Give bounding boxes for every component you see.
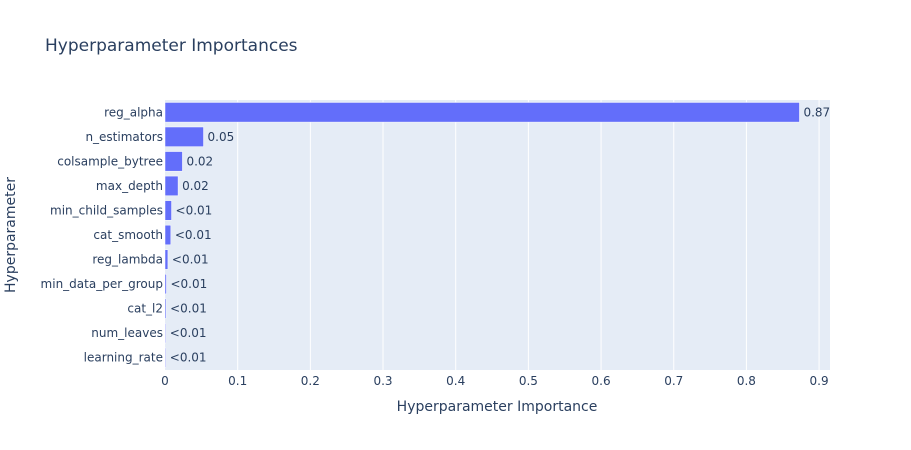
- bar-value-label: 0.02: [182, 179, 209, 193]
- x-tick-label: 0.6: [592, 374, 611, 388]
- bar-value-label: 0.05: [208, 130, 235, 144]
- bar-labels: 0.87 0.05 0.02 0.02 <0.01 <0.01 <0.01 <0.01 <0.0…: [170, 105, 830, 364]
- y-tick-label: reg_alpha: [104, 105, 163, 119]
- bar-max-depth: [164, 175, 179, 196]
- y-tick-label: reg_lambda: [92, 253, 163, 267]
- bar-value-label: <0.01: [172, 253, 209, 267]
- chart-title: Hyperparameter Importances: [45, 36, 298, 56]
- y-tick-label: cat_smooth: [93, 228, 163, 242]
- y-tick-label: max_depth: [96, 179, 163, 193]
- bar-value-label: 0.02: [186, 154, 213, 168]
- bar-reg-lambda: [164, 249, 169, 270]
- bar-reg-alpha: [164, 102, 800, 123]
- y-tick-label: learning_rate: [84, 351, 163, 365]
- x-tick-label: 0.8: [737, 374, 756, 388]
- y-axis-ticks: reg_alpha n_estimators colsample_bytreemax…: [41, 105, 163, 364]
- bar-value-label: <0.01: [170, 326, 207, 340]
- bar-value-label: <0.01: [175, 228, 212, 242]
- x-tick-label: 0.4: [446, 374, 465, 388]
- bars: [164, 102, 800, 368]
- x-tick-label: 0: [161, 374, 169, 388]
- bar-cat-smooth: [164, 224, 172, 246]
- bar-colsample-bytree: [164, 151, 183, 172]
- x-tick-label: 0.3: [373, 374, 392, 388]
- bar-value-label: <0.01: [170, 277, 207, 291]
- x-axis-title: Hyperparameter Importance: [397, 399, 598, 415]
- y-tick-label: n_estimators: [85, 130, 163, 144]
- y-tick-label: cat_l2: [127, 302, 163, 316]
- bar-min-child-samples: [164, 200, 172, 221]
- bar-num-leaves: [164, 323, 167, 344]
- bar-n-estimators: [164, 126, 204, 147]
- x-tick-label: 0.9: [810, 374, 829, 388]
- x-tick-label: 0.2: [301, 374, 320, 388]
- bar-value-label: <0.01: [176, 203, 213, 217]
- x-axis-ticks: 0 0.1 0.2 0.3 0.4 0.5 0.6 0.7 0.8 0.9: [161, 374, 828, 388]
- x-tick-label: 0.1: [228, 374, 247, 388]
- bar-min-data-per-group: [164, 274, 167, 295]
- x-tick-label: 0.7: [664, 374, 683, 388]
- y-tick-label: colsample_bytree: [57, 154, 163, 168]
- y-tick-label: min_data_per_group: [41, 277, 163, 291]
- y-tick-label: min_child_samples: [50, 203, 163, 217]
- bar-cat-l2: [164, 298, 167, 319]
- grid-lines: [237, 100, 820, 370]
- y-axis-title: Hyperparameter: [3, 177, 19, 293]
- bar-value-label: 0.87: [803, 105, 830, 119]
- bar-value-label: <0.01: [170, 302, 207, 316]
- bar-learning-rate: [164, 347, 167, 368]
- y-tick-label: num_leaves: [91, 326, 163, 340]
- bar-value-label: <0.01: [170, 351, 207, 365]
- plot-area: [165, 100, 830, 370]
- x-tick-label: 0.5: [519, 374, 538, 388]
